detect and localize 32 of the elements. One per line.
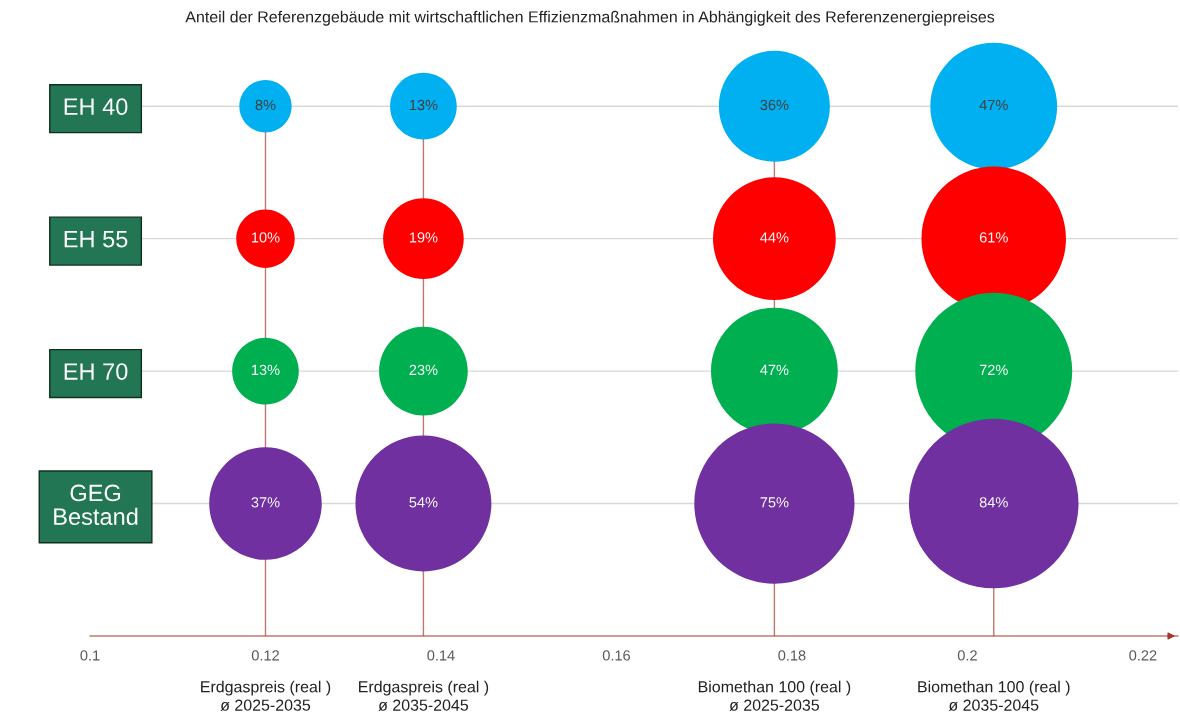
text: Erdgaspreis (real ) ø 2025-2035 <box>201 680 331 711</box>
data-label: 8% <box>255 99 276 111</box>
data-label: 61% <box>979 232 1008 243</box>
text: Erdgaspreis (real ) ø 2035-2045 <box>359 680 489 711</box>
x-tick-label: 0.22 <box>1129 650 1157 661</box>
data-label: 36% <box>760 99 789 111</box>
chart-title: Anteil der Referenzgebäude mit wirtschaftlichen Effizienzmaßnahmen in Abhängigkeit des Referenzenergiepreises <box>185 10 995 26</box>
y-tick-label: GEG Bestand <box>54 484 138 526</box>
y-tick-label: EH 40 <box>64 98 128 116</box>
data-label: 75% <box>760 497 789 508</box>
data-label: 47% <box>979 99 1008 111</box>
data-label: 47% <box>760 364 789 375</box>
x-tick-label: 0.2 <box>957 650 977 661</box>
data-label: 13% <box>252 364 280 376</box>
data-label: 44% <box>760 232 789 243</box>
x-tick-label: 0.14 <box>427 650 455 661</box>
y-tick-label: EH 55 <box>64 230 128 248</box>
x-tick-label: 0.12 <box>251 650 279 661</box>
text: Biomethan 100 (real ) ø 2025-2035 <box>698 680 851 711</box>
data-label: 23% <box>409 364 438 376</box>
x-tick-label: 0.18 <box>778 650 806 661</box>
data-label: 19% <box>409 232 438 243</box>
data-label: 37% <box>251 497 280 508</box>
data-label: 10% <box>252 232 280 243</box>
y-tick-label: EH 70 <box>64 363 128 380</box>
data-label: 72% <box>979 364 1008 375</box>
data-label: 13% <box>409 99 438 111</box>
data-label: 84% <box>979 497 1008 508</box>
x-tick-label: 0.16 <box>602 650 630 661</box>
x-tick-label: 0.1 <box>80 650 100 661</box>
data-label: 54% <box>409 497 438 508</box>
text: Biomethan 100 (real ) ø 2035-2045 <box>918 680 1070 711</box>
